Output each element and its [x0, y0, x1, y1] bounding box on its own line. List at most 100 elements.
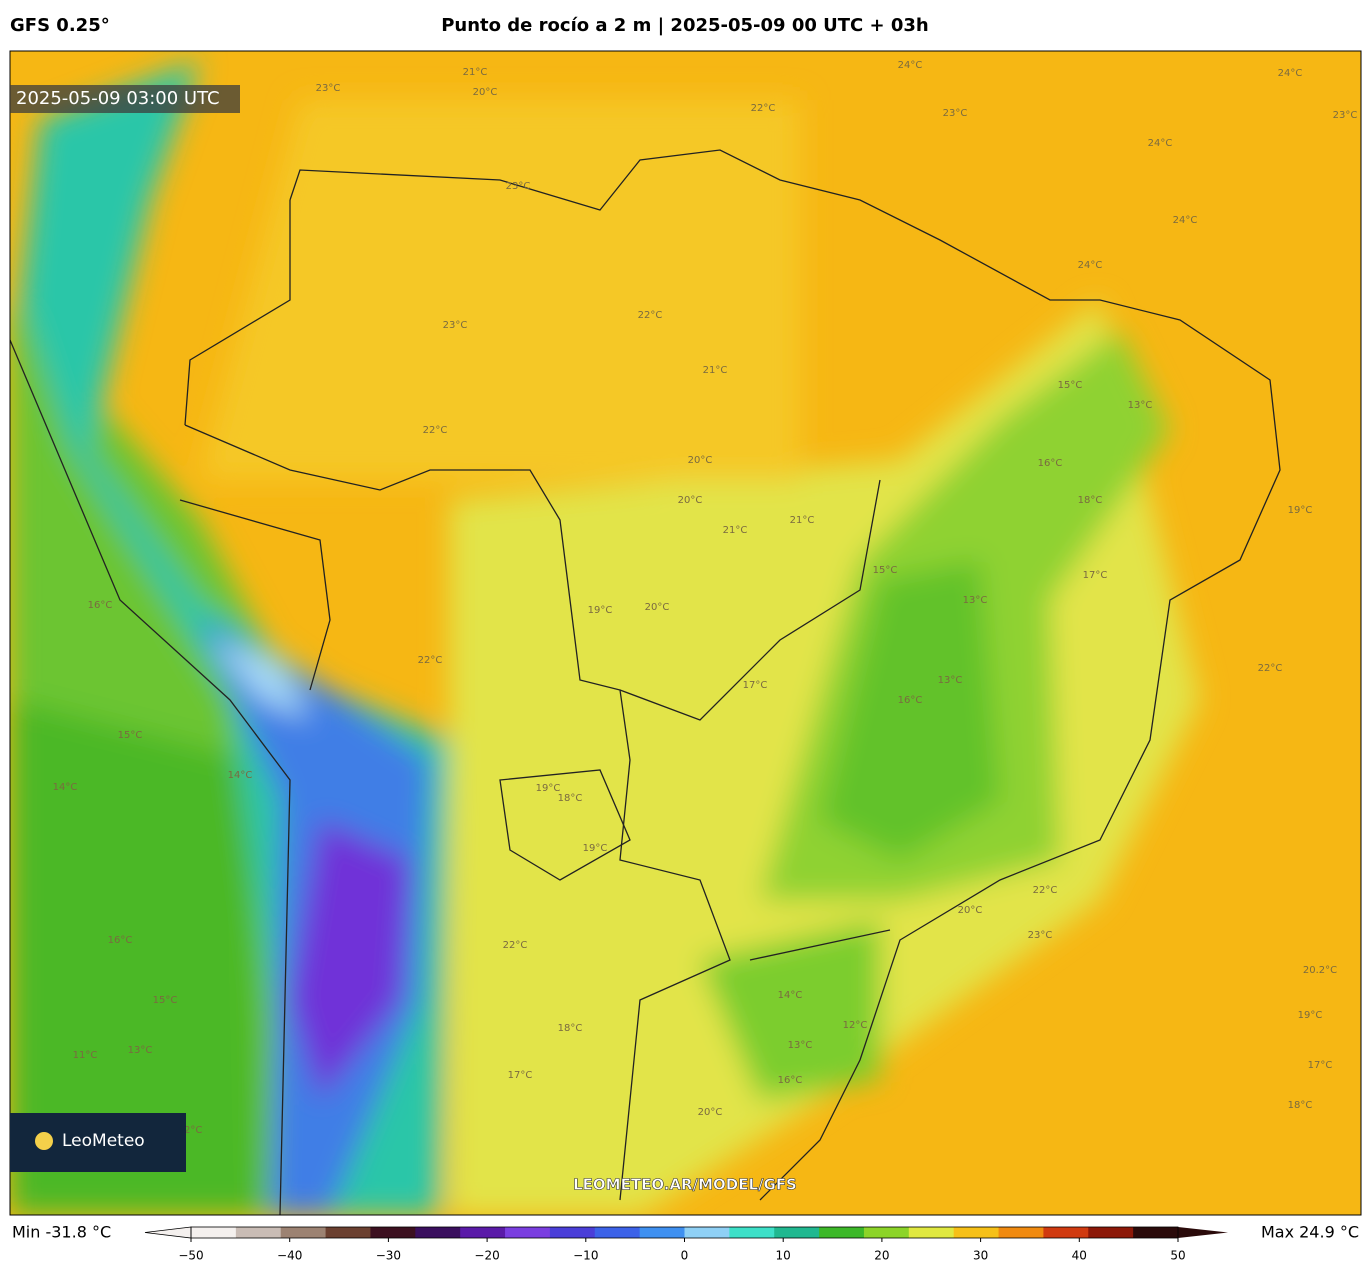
colorbar-segment	[863, 1227, 910, 1238]
contour-label: 16°C	[88, 600, 113, 611]
contour-label: 22°C	[503, 940, 528, 951]
colorbar-segment	[1088, 1227, 1134, 1238]
contour-label: 23°C	[943, 108, 968, 119]
map-frame	[9, 50, 1362, 1216]
colorbar-segment	[505, 1227, 551, 1238]
colorbar-tick-label: −40	[277, 1249, 302, 1263]
contour-label: 13°C	[963, 595, 988, 606]
contour-label: 24°C	[1278, 68, 1303, 79]
contour-label: 13°C	[1128, 400, 1153, 411]
contour-label: 21°C	[723, 525, 748, 536]
contour-label: 18°C	[558, 793, 583, 804]
contour-label: 23°C	[506, 181, 531, 192]
contour-label: 15°C	[1058, 380, 1083, 391]
contour-label: 15°C	[153, 995, 178, 1006]
contour-label: 22°C	[751, 103, 776, 114]
contour-label: 20°C	[645, 602, 670, 613]
contour-label: 20.2°C	[1303, 965, 1337, 976]
contour-label: 20°C	[688, 455, 713, 466]
contour-label: 20°C	[958, 905, 983, 916]
colorbar-tick-label: −50	[178, 1249, 203, 1263]
contour-label: 24°C	[1173, 215, 1198, 226]
contour-label: 14°C	[53, 782, 78, 793]
contour-label: 23°C	[1333, 110, 1358, 121]
watermark: LEOMETEO.AR/MODEL/GFS	[573, 1176, 797, 1194]
colorbar-tick-label: −20	[474, 1249, 499, 1263]
contour-label: 17°C	[743, 680, 768, 691]
colorbar-segment	[953, 1227, 1000, 1238]
timestamp-box	[10, 85, 240, 113]
colorbar-segment	[1133, 1227, 1179, 1238]
contour-label: 17°C	[508, 1070, 533, 1081]
colorbar-segment	[1043, 1227, 1089, 1238]
colorbar-tick-label: 30	[973, 1249, 988, 1263]
contour-label: 20°C	[698, 1107, 723, 1118]
colorbar-segment	[191, 1227, 237, 1238]
colorbar-segment	[908, 1227, 955, 1238]
contour-label: 18°C	[1078, 495, 1103, 506]
contour-label: 23°C	[316, 83, 341, 94]
contour-label: 20°C	[473, 87, 498, 98]
colorbar-segment	[280, 1227, 327, 1238]
colorbar-segment	[370, 1227, 416, 1238]
colorbar-segment	[774, 1227, 820, 1238]
contour-label: 19°C	[583, 843, 608, 854]
contour-labels: 23°C 21°C 20°C 23°C 24°C 23°C 22°C 24°C 24°C 24°C…	[53, 60, 1358, 1136]
contour-label: 19°C	[588, 605, 613, 616]
model-name: GFS 0.25°	[10, 15, 110, 36]
contour-label: 15°C	[873, 565, 898, 576]
contour-label: 13°C	[788, 1040, 813, 1051]
contour-label: 11°C	[73, 1050, 98, 1061]
contour-label: 16°C	[898, 695, 923, 706]
colorbar: −50 −40 −30 −20 −10 0 10 20 30 40 50	[144, 1226, 1228, 1263]
contour-label: 22°C	[638, 310, 663, 321]
colorbar-tick-label: 50	[1170, 1249, 1185, 1263]
logo: LeoMeteo	[62, 1131, 145, 1151]
colorbar-tick-label: −10	[573, 1249, 598, 1263]
contour-label: 17°C	[1083, 570, 1108, 581]
contour-label: 13°C	[938, 675, 963, 686]
contour-label: 23°C	[443, 320, 468, 331]
contour-label: 13°C	[128, 1045, 153, 1056]
contour-label: 22°C	[418, 655, 443, 666]
contour-label: 18°C	[1288, 1100, 1313, 1111]
map	[10, 51, 1361, 1215]
contour-label: 15°C	[118, 730, 143, 741]
contour-label: 12°C	[178, 1125, 203, 1136]
colorbar-segment	[415, 1227, 461, 1238]
logo-sun	[35, 1132, 53, 1150]
colorbar-tick-label: 40	[1072, 1249, 1087, 1263]
colorbar-segment	[684, 1227, 730, 1238]
contour-label: 14°C	[228, 770, 253, 781]
contour-label: 24°C	[1078, 260, 1103, 271]
contour-label: 19°C	[1298, 1010, 1323, 1021]
colorbar-segment	[729, 1227, 775, 1238]
colorbar-segment	[819, 1227, 865, 1238]
contour-label: 21°C	[463, 67, 488, 78]
colorbar-segment	[998, 1227, 1044, 1238]
colorbar-low-end	[144, 1226, 192, 1239]
colorbar-segment	[325, 1227, 371, 1238]
colorbar-tick-label: 0	[681, 1249, 689, 1263]
colorbar-segment	[639, 1227, 685, 1238]
contour-label: 16°C	[1038, 458, 1063, 469]
colorbar-segment	[594, 1227, 641, 1238]
contour-label: 17°C	[1308, 1060, 1333, 1071]
timestamp: 2025-05-09 03:00 UTC	[16, 88, 220, 109]
contour-label: 21°C	[703, 365, 728, 376]
colorbar-tick-label: 10	[776, 1249, 791, 1263]
contour-label: 22°C	[1258, 663, 1283, 674]
colorbar-tick-label: −30	[376, 1249, 401, 1263]
contour-label: 19°C	[1288, 505, 1313, 516]
colorbar-high-end	[1178, 1227, 1228, 1238]
contour-label: 22°C	[423, 425, 448, 436]
contour-label: 21°C	[790, 515, 815, 526]
contour-label: 22°C	[1033, 885, 1058, 896]
contour-label: 18°C	[558, 1023, 583, 1034]
map-title: Punto de rocío a 2 m | 2025-05-09 00 UTC…	[441, 15, 929, 36]
colorbar-segment	[235, 1227, 282, 1238]
contour-label: 12°C	[843, 1020, 868, 1031]
colorbar-segment	[549, 1227, 596, 1238]
contour-label: 16°C	[778, 1075, 803, 1086]
max-value: Max 24.9 °C	[1261, 1223, 1359, 1242]
